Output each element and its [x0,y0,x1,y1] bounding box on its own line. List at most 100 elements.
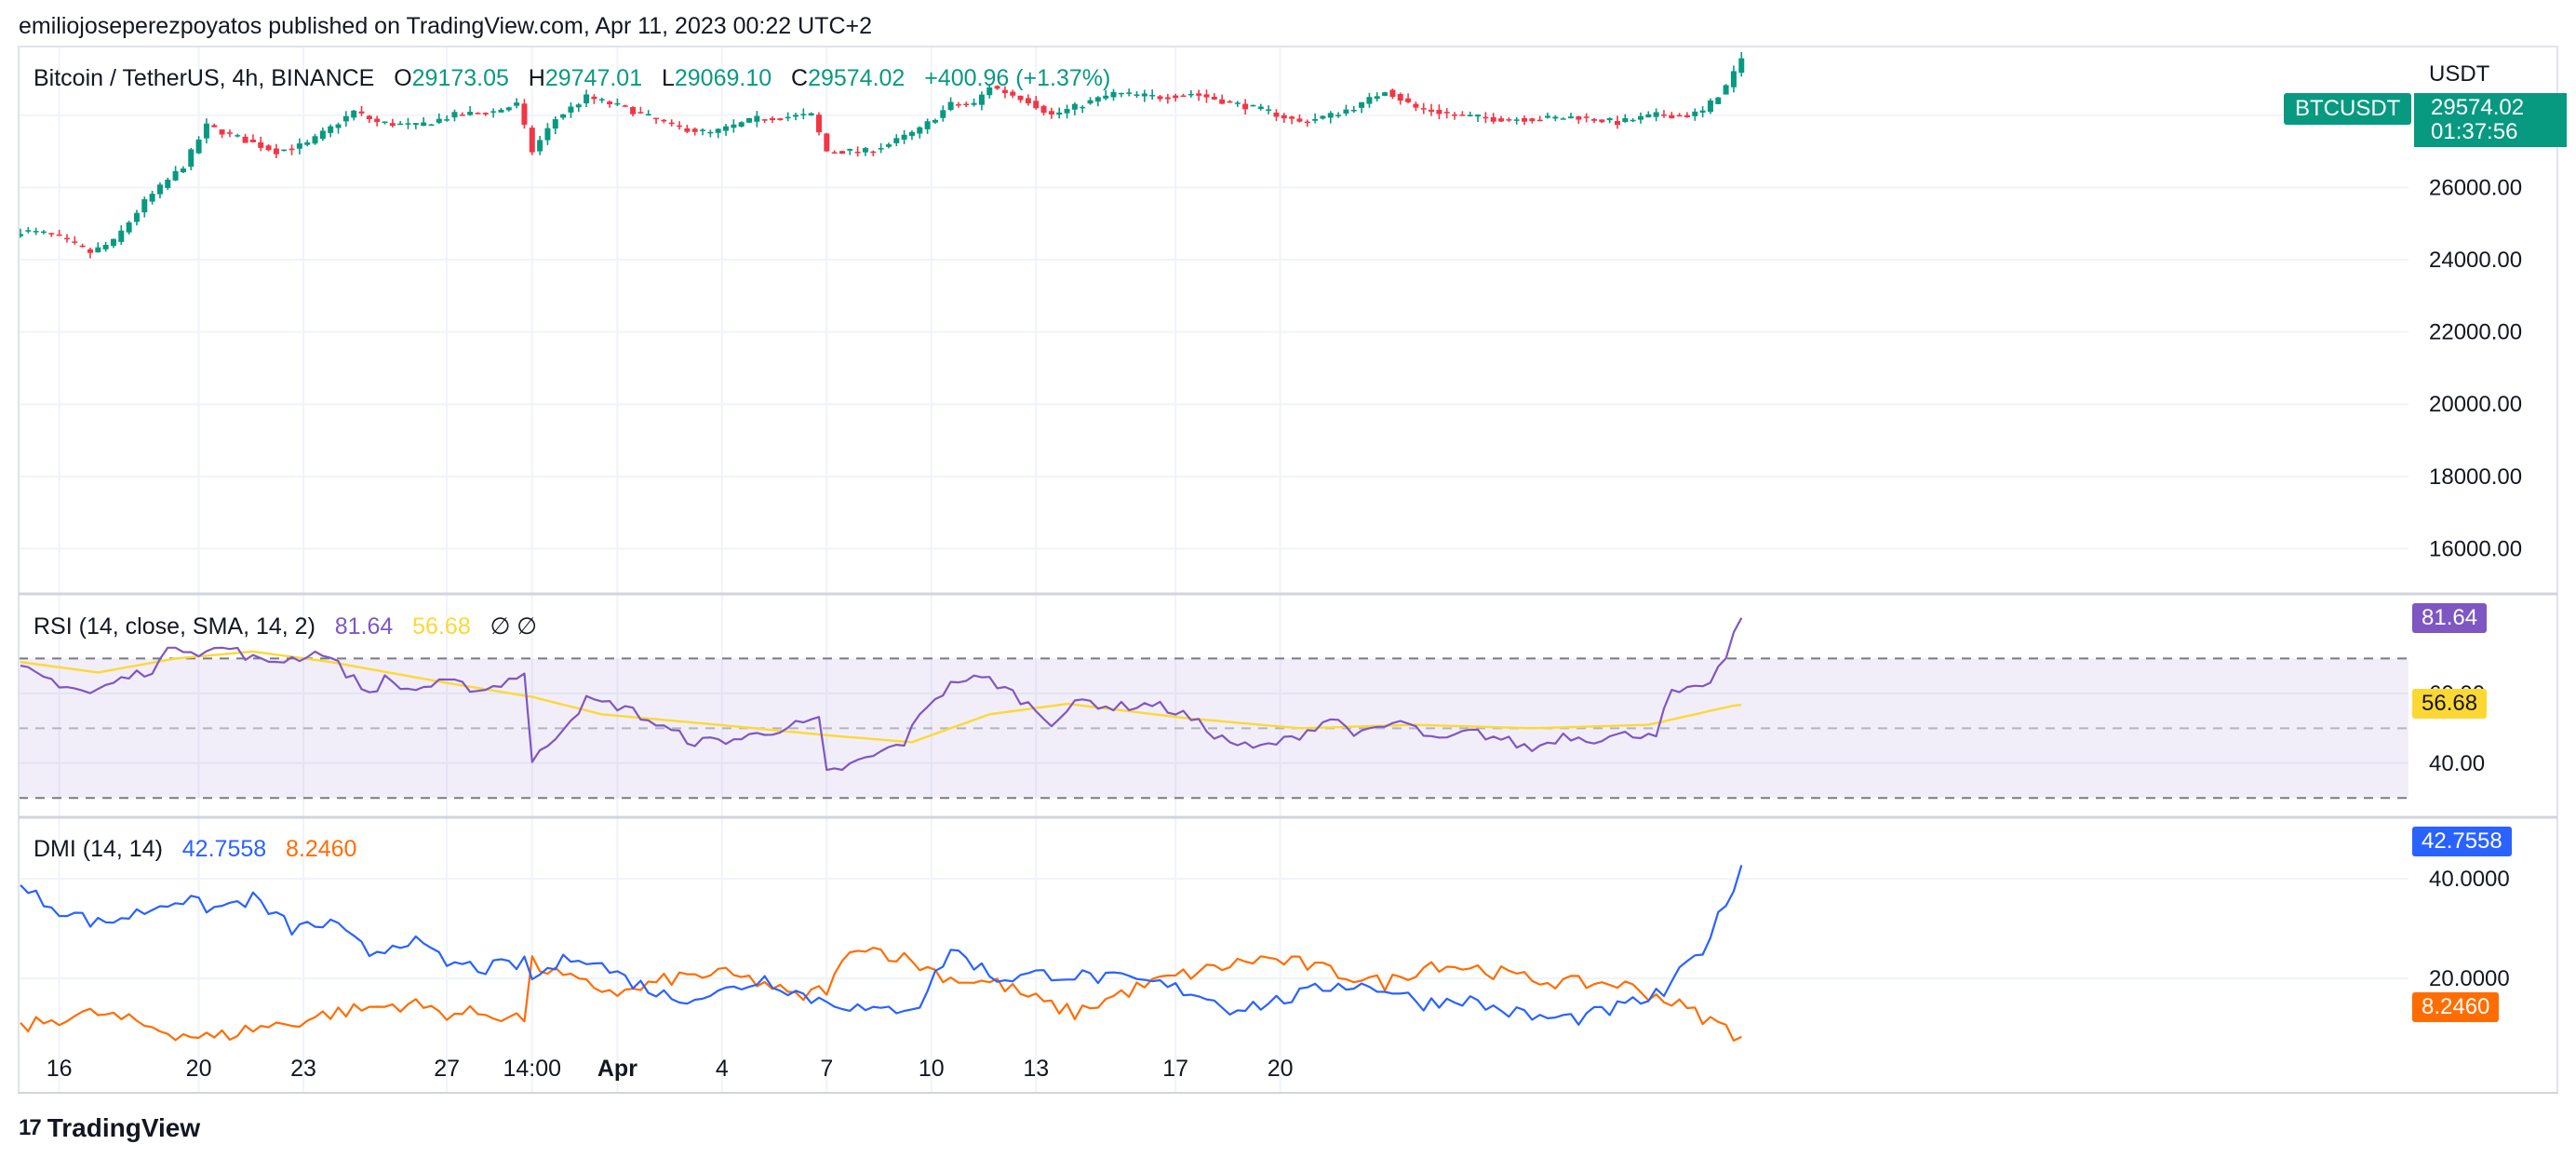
candle-body [1382,92,1389,96]
candle-body [165,179,171,188]
candle-body [1266,109,1272,112]
candle-body [25,230,32,232]
candle-body [824,133,830,152]
currency-unit: USDT [2429,61,2490,87]
candle-body [560,114,567,118]
candle-body [1459,114,1466,116]
candle-body [1134,94,1140,96]
dmi-plus-legend-value: 42.7558 [181,836,267,862]
candle-body [366,115,372,119]
x-axis-tick: 20 [1268,1056,1294,1082]
candle-body [1513,119,1520,121]
candle-body [1048,111,1054,114]
candle-body [1141,93,1147,97]
candle-body [591,96,597,100]
rsi-lines [20,617,1743,772]
candle-body [1715,97,1722,104]
candle-body [607,101,613,105]
candle-body [1203,94,1210,98]
candle-body [1692,111,1698,116]
candle-body [126,222,132,233]
high-value: 29747.01 [544,65,643,91]
candle-body [1001,89,1008,94]
x-axis-tick: 14:00 [503,1056,561,1082]
candle-body [1366,97,1373,104]
candle-body [1374,96,1380,100]
candle-body [598,99,605,101]
candle-body [436,118,442,123]
ticker-badge: BTCUSDT [2284,93,2412,125]
candle-body [1056,112,1063,115]
rsi-line [20,617,1743,772]
candle-body [102,245,109,249]
candle-body [986,87,993,96]
dmi-legend[interactable]: DMI (14, 14) 42.7558 8.2460 [34,836,356,863]
candle-body [1490,116,1496,122]
candle-body [328,126,334,133]
candle-body [1483,116,1489,119]
candle-body [614,102,621,105]
candle-body [885,144,892,147]
candle-body [296,143,302,149]
candle-body [514,102,520,106]
candle-body [770,117,776,121]
candle-body [118,230,125,242]
candle-body [793,114,798,117]
candle-body [1196,93,1202,96]
candle-body [342,115,349,122]
candle-body [878,148,884,150]
candle-body [1173,95,1179,99]
dmi-y-tick: 40.0000 [2429,867,2510,892]
candle-body [978,94,985,105]
candle-body [622,105,628,107]
candle-body [552,119,558,129]
grid-lines [19,47,2408,1093]
price-candles [18,51,1745,259]
candle-body [1536,119,1543,122]
candle-body [1118,92,1124,95]
candle-body [1250,104,1256,107]
candle-body [1645,114,1652,118]
candle-body [1730,71,1737,88]
candle-body [715,128,721,133]
rsi-sma-legend-value: 56.68 [412,613,471,640]
candle-body [482,113,489,114]
dmi-plus-line [20,865,1743,1026]
candle-body [335,124,342,128]
candle-body [18,234,23,236]
candle-body [382,121,388,124]
candle-body [149,194,155,202]
candle-body [1180,95,1187,98]
x-axis-tick: Apr [597,1056,637,1082]
candle-body [668,122,675,125]
candle-body [994,86,1000,89]
candle-body [521,103,528,126]
rsi-sma-value-tag: 56.68 [2412,689,2488,719]
symbol-title[interactable]: Bitcoin / TetherUS, 4h, BINANCE [34,65,375,91]
candle-body [235,135,241,137]
candle-body [1614,121,1620,126]
x-axis-tick: 20 [186,1056,212,1082]
candle-body [971,102,977,105]
tradingview-logo[interactable]: 17 TradingView [19,1113,200,1143]
candle-body [1071,103,1078,110]
candle-body [707,131,714,134]
candle-body [661,119,667,122]
candle-body [785,116,791,119]
candle-body [630,106,637,114]
rsi-legend[interactable]: RSI (14, close, SMA, 14, 2) 81.64 56.68 … [34,613,537,640]
candle-body [1630,119,1636,122]
candle-body [947,101,954,111]
dmi-lines [20,865,1743,1043]
candle-body [1219,99,1226,104]
candle-body [963,103,970,106]
candle-body [1506,119,1512,121]
candle-body [637,112,644,114]
candle-body [815,114,822,133]
last-price-value: 29574.02 [2431,95,2525,120]
candle-body [1583,116,1590,118]
open-label: O [394,65,412,91]
candle-body [1327,113,1334,118]
candle-body [1304,121,1310,124]
